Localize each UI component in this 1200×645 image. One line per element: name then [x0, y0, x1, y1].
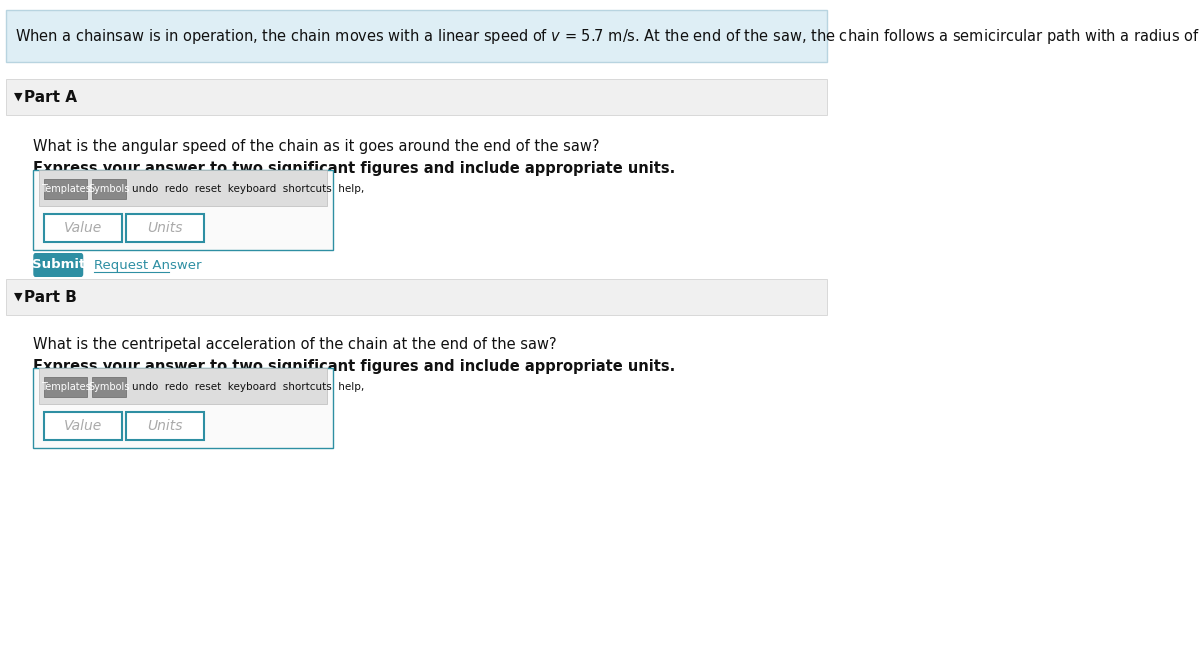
- Text: Symbols: Symbols: [89, 382, 130, 392]
- Bar: [34, 170, 332, 250]
- Bar: [126, 412, 204, 440]
- Text: ▼: ▼: [14, 292, 23, 302]
- Bar: [6, 279, 827, 315]
- Text: Templates: Templates: [41, 382, 91, 392]
- Bar: [44, 412, 122, 440]
- Text: Templates: Templates: [41, 184, 91, 194]
- Text: Submit: Submit: [31, 259, 85, 272]
- Bar: [34, 368, 332, 448]
- Bar: [44, 214, 122, 242]
- Bar: [38, 368, 328, 404]
- Text: Part A: Part A: [24, 90, 77, 104]
- Text: When a chainsaw is in operation, the chain moves with a linear speed of $v$ = 5.: When a chainsaw is in operation, the cha…: [16, 26, 1200, 46]
- Text: Part B: Part B: [24, 290, 77, 304]
- Bar: [44, 179, 88, 199]
- Text: What is the centripetal acceleration of the chain at the end of the saw?: What is the centripetal acceleration of …: [34, 337, 557, 352]
- Text: Units: Units: [148, 221, 182, 235]
- Text: Value: Value: [64, 419, 102, 433]
- Text: What is the angular speed of the chain as it goes around the end of the saw?: What is the angular speed of the chain a…: [34, 139, 600, 154]
- Text: Express your answer to two significant figures and include appropriate units.: Express your answer to two significant f…: [34, 359, 676, 374]
- Text: undo  redo  reset  keyboard  shortcuts  help,: undo redo reset keyboard shortcuts help,: [132, 382, 364, 392]
- Bar: [126, 214, 204, 242]
- FancyBboxPatch shape: [34, 253, 83, 277]
- Text: Symbols: Symbols: [89, 184, 130, 194]
- Text: undo  redo  reset  keyboard  shortcuts  help,: undo redo reset keyboard shortcuts help,: [132, 184, 364, 194]
- Text: ▼: ▼: [14, 92, 23, 102]
- Bar: [44, 377, 88, 397]
- Bar: [38, 170, 328, 206]
- Bar: [91, 377, 126, 397]
- Text: Units: Units: [148, 419, 182, 433]
- Text: Request Answer: Request Answer: [95, 259, 202, 272]
- Text: Express your answer to two significant figures and include appropriate units.: Express your answer to two significant f…: [34, 161, 676, 176]
- Bar: [91, 179, 126, 199]
- Bar: [6, 10, 827, 62]
- Text: Value: Value: [64, 221, 102, 235]
- Bar: [6, 79, 827, 115]
